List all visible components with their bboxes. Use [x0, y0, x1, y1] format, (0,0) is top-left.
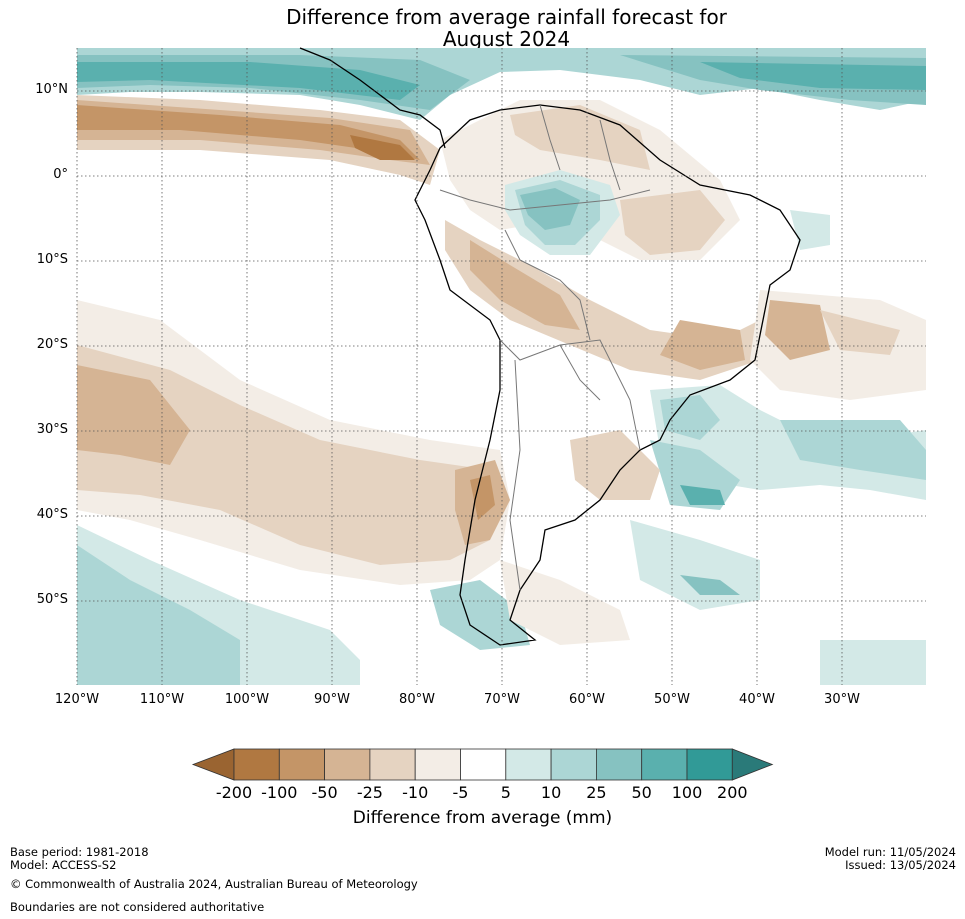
colorbar-cell — [233, 748, 280, 781]
colorbar-cell — [641, 748, 688, 781]
lat-label-30s: 30°S — [36, 422, 68, 437]
colorbar-cell — [369, 748, 416, 781]
lon-label-120w: 120°W — [54, 692, 100, 707]
colorbar-tick-label: 100 — [671, 783, 703, 802]
colorbar-extend-low — [191, 748, 235, 781]
model-text: Model: ACCESS-S2 — [10, 858, 117, 872]
base-period-text: Base period: 1981-2018 — [10, 845, 149, 859]
colorbar-cell — [686, 748, 733, 781]
rainfall-map — [76, 47, 926, 685]
colorbar-cell — [278, 748, 325, 781]
lon-label-70w: 70°W — [484, 692, 520, 707]
lon-label-50w: 50°W — [654, 692, 690, 707]
issued-text: Issued: 13/05/2024 — [845, 858, 956, 872]
lat-label-10n: 10°N — [35, 82, 68, 97]
lon-label-110w: 110°W — [139, 692, 185, 707]
lat-label-20s: 20°S — [36, 337, 68, 352]
country-borders — [439, 104, 651, 591]
copyright-text: © Commonwealth of Australia 2024, Austra… — [10, 877, 418, 891]
colorbar-cell — [414, 748, 461, 781]
colorbar-cell — [324, 748, 371, 781]
lon-label-60w: 60°W — [569, 692, 605, 707]
colorbar-tick-label: -50 — [311, 783, 338, 802]
colorbar-tick-label: -100 — [261, 783, 298, 802]
colorbar-label: Difference from average (mm) — [352, 808, 613, 828]
chart-title-line-2: August 2024 — [442, 27, 571, 51]
chart-title-line-1: Difference from average rainfall forecas… — [286, 5, 727, 29]
lon-label-40w: 40°W — [739, 692, 775, 707]
colorbar-tick-label: 10 — [540, 783, 562, 802]
footer-left-block: Base period: 1981-2018 Model: ACCESS-S2 — [10, 846, 149, 872]
colorbar-cell — [596, 748, 643, 781]
lat-label-50s: 50°S — [36, 592, 68, 607]
lon-label-80w: 80°W — [399, 692, 435, 707]
colorbar-tick-label: -5 — [452, 783, 469, 802]
colorbar-cell — [505, 748, 552, 781]
colorbar-tick-label: 5 — [500, 783, 511, 802]
lat-label-10s: 10°S — [36, 252, 68, 267]
colorbar-tick-label: 50 — [631, 783, 652, 802]
lon-label-30w: 30°W — [824, 692, 860, 707]
boundaries-disclaimer: Boundaries are not considered authoritat… — [10, 900, 265, 914]
lat-label-40s: 40°S — [36, 507, 68, 522]
colorbar-extend-high — [731, 748, 774, 781]
central-america-coastline — [299, 47, 446, 149]
colorbar-cell — [550, 748, 597, 781]
colorbar-tick-label: -200 — [215, 783, 253, 802]
colorbar-tick-label: 200 — [717, 783, 748, 802]
colorbar-tick-label: 25 — [586, 783, 607, 802]
gridlines — [76, 48, 926, 685]
colorbar-tick-label: -25 — [356, 783, 383, 802]
lat-label-0: 0° — [53, 167, 68, 182]
lon-label-100w: 100°W — [224, 692, 270, 707]
lon-label-90w: 90°W — [314, 692, 350, 707]
colorbar — [191, 748, 774, 781]
model-run-text: Model run: 11/05/2024 — [824, 845, 956, 859]
colorbar-tick-label: -10 — [402, 783, 429, 802]
footer-right-block: Model run: 11/05/2024 Issued: 13/05/2024 — [825, 846, 956, 872]
colorbar-cell — [460, 748, 507, 781]
